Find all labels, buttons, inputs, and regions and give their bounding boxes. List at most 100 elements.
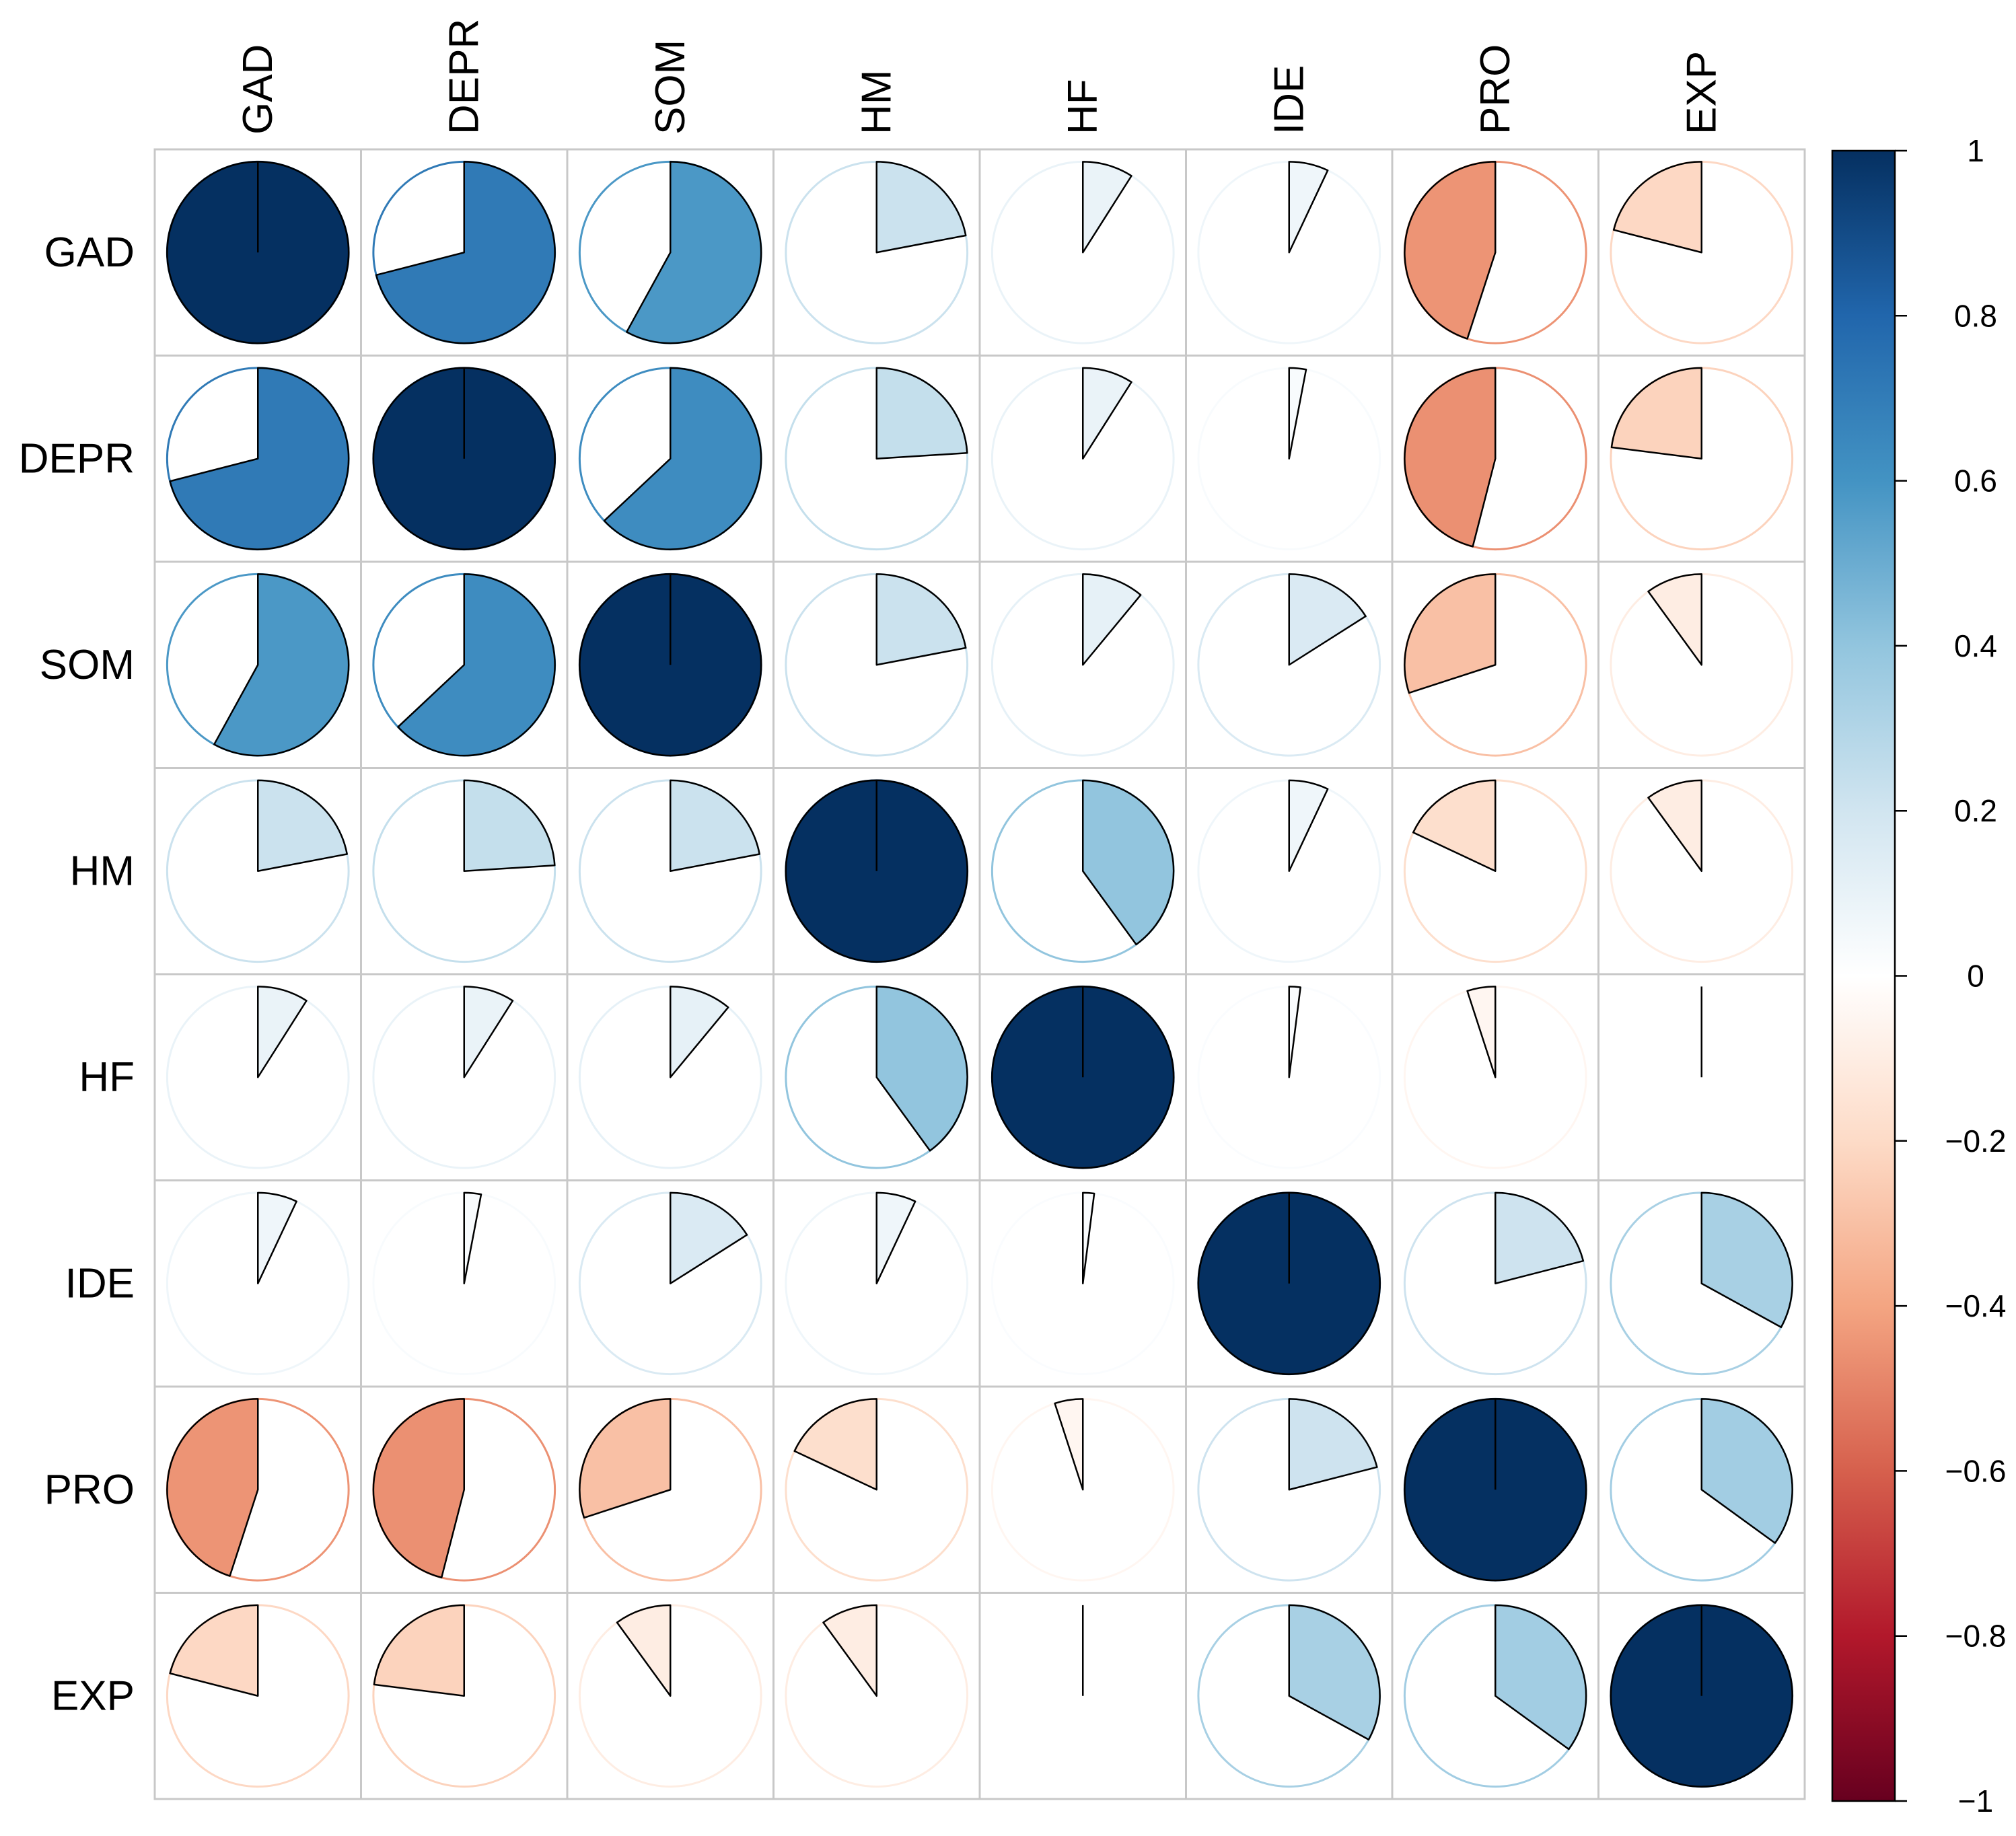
pie-cell-depr-depr	[372, 367, 556, 551]
pie-slice	[373, 1604, 465, 1697]
pie-cell-hf-exp	[1610, 985, 1794, 1169]
colorbar-tick-label: 0	[1967, 959, 1984, 994]
pie-cell-gad-ide	[1197, 160, 1381, 344]
row-label-ide: IDE	[65, 1260, 135, 1307]
pie-slice	[670, 986, 729, 1078]
pie-cell-ide-hf	[991, 1191, 1175, 1376]
pie-cell-som-depr	[372, 573, 556, 757]
pie-slice	[166, 1398, 259, 1577]
pie-cell-exp-hm	[785, 1604, 969, 1788]
pie-slice	[875, 986, 968, 1152]
pie-slice	[793, 1398, 877, 1491]
column-label-gad: GAD	[235, 44, 281, 135]
pie-slice	[616, 1604, 672, 1697]
pie-slice	[1404, 573, 1497, 694]
pie-cell-hf-gad	[166, 985, 350, 1169]
pie-slice	[875, 573, 967, 666]
pie-cell-pro-hf	[991, 1397, 1175, 1582]
pie-cell-depr-som	[578, 367, 762, 551]
pie-slice	[1288, 1398, 1378, 1491]
pie-slice	[1700, 1191, 1793, 1328]
pie-cell-depr-hf	[991, 367, 1175, 551]
colorbar-tick-label: −0.8	[1945, 1619, 2007, 1654]
pie-slice	[1647, 573, 1702, 666]
pie-slice	[257, 779, 348, 872]
colorbar-tick-label: 0.8	[1954, 298, 1997, 333]
column-label-som: SOM	[647, 40, 694, 135]
column-label-depr: DEPR	[441, 19, 487, 135]
pie-cell-som-gad	[166, 573, 350, 757]
pie-cell-som-ide	[1197, 573, 1381, 757]
pie-cell-hm-hf	[991, 779, 1175, 963]
pie-cell-ide-hm	[785, 1191, 969, 1376]
pie-cell-som-hf	[991, 573, 1175, 757]
pie-cell-depr-hm	[785, 367, 969, 551]
row-label-hf: HF	[79, 1054, 135, 1101]
row-label-exp: EXP	[51, 1673, 135, 1719]
colorbar-tick-label: 0.6	[1954, 464, 1997, 499]
pie-slice	[463, 779, 556, 872]
pie-cell-hm-exp	[1610, 779, 1794, 963]
pie-cell-hm-pro	[1403, 779, 1587, 963]
pie-cell-gad-som	[578, 160, 762, 344]
pie-cell-pro-depr	[372, 1397, 556, 1582]
pie-slice	[1495, 1604, 1587, 1751]
pie-cell-hf-hf	[991, 985, 1175, 1169]
pie-cell-exp-som	[578, 1604, 762, 1788]
pie-slice	[372, 1398, 465, 1579]
pie-cell-gad-gad	[166, 160, 350, 344]
pie-cell-depr-ide	[1197, 367, 1381, 551]
pie-slice	[1412, 779, 1497, 872]
pie-slice	[875, 367, 968, 460]
pie-slice	[1082, 779, 1175, 946]
pie-cell-hm-som	[578, 779, 762, 963]
pie-cell-depr-pro	[1403, 367, 1587, 551]
row-label-pro: PRO	[44, 1467, 135, 1513]
pie-slice	[463, 986, 514, 1078]
pie-slice	[1054, 1398, 1084, 1491]
row-label-hm: HM	[70, 848, 135, 894]
colorbar-gradient	[1831, 149, 1896, 1802]
pie-slice	[875, 161, 967, 254]
pie-cell-hf-ide	[1197, 985, 1381, 1169]
pie-slice	[670, 1191, 748, 1284]
pie-slice	[1288, 779, 1329, 872]
pie-slice	[822, 1604, 877, 1697]
pie-cell-ide-som	[578, 1191, 762, 1376]
pie-cell-hm-depr	[372, 779, 556, 963]
pie-slice	[169, 367, 350, 550]
pie-cell-exp-pro	[1403, 1604, 1587, 1788]
matrix-cells	[153, 148, 1806, 1800]
pie-cell-hm-hm	[785, 779, 969, 963]
pie-cell-pro-hm	[785, 1397, 969, 1582]
pie-slice	[1700, 1398, 1793, 1544]
column-label-hm: HM	[853, 70, 900, 135]
pie-cell-ide-depr	[372, 1191, 556, 1376]
column-label-pro: PRO	[1472, 44, 1519, 135]
pie-cell-exp-ide	[1197, 1604, 1381, 1788]
pie-slice	[1082, 367, 1132, 460]
row-label-depr: DEPR	[19, 435, 135, 482]
pie-cell-exp-hf	[991, 1604, 1175, 1788]
pie-cell-som-exp	[1610, 573, 1794, 757]
column-labels: GAD DEPR SOM HM HF IDE PRO EXP	[235, 19, 1725, 135]
pie-cell-hf-hm	[785, 985, 969, 1169]
colorbar-tick-label: 1	[1967, 133, 1984, 168]
pie-cell-exp-exp	[1610, 1604, 1794, 1788]
pie-slice	[1612, 161, 1702, 254]
pie-cell-pro-exp	[1610, 1397, 1794, 1582]
pie-slice	[1466, 986, 1497, 1078]
pie-cell-gad-pro	[1403, 160, 1587, 344]
column-label-hf: HF	[1060, 79, 1106, 135]
colorbar-tick-label: −0.6	[1945, 1453, 2007, 1488]
pie-cell-hf-pro	[1403, 985, 1587, 1169]
pie-slice	[1288, 161, 1329, 254]
pie-slice	[1404, 367, 1497, 548]
pie-slice	[1610, 367, 1702, 460]
colorbar-tick-label: 0.4	[1954, 628, 1997, 663]
colorbar-tick-label: 0.2	[1954, 793, 1997, 828]
pie-slice	[626, 161, 762, 344]
row-labels: GAD DEPR SOM HM HF IDE PRO EXP	[19, 229, 135, 1720]
colorbar-legend: 1 0.8 0.6 0.4 0.2 0 −0.2 −0.4 −0.6 −0.8 −1	[1831, 133, 2007, 1819]
